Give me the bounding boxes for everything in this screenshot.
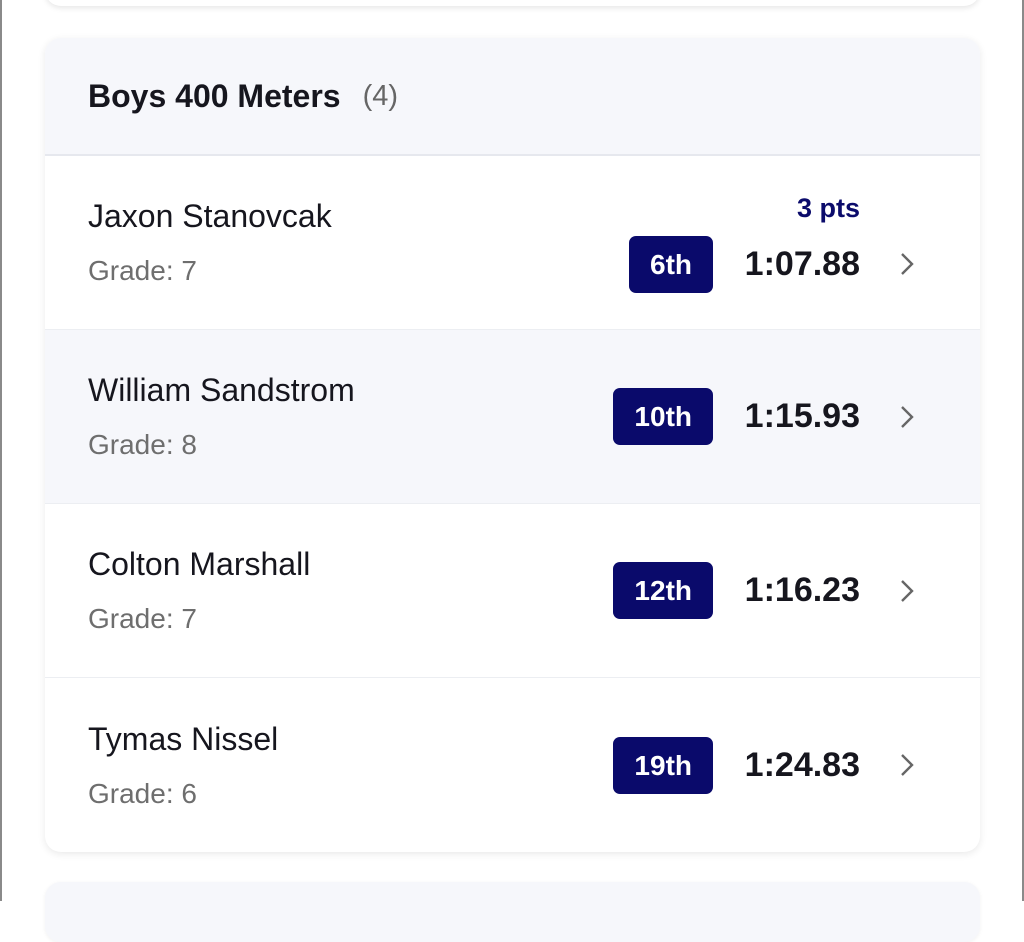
result-row[interactable]: Colton Marshall Grade: 7 12th 1:16.23 [45, 504, 980, 678]
points: 3 pts [796, 192, 860, 223]
athlete-grade: Grade: 7 [88, 255, 197, 286]
result-time: 1:07.88 [744, 244, 860, 283]
athlete-name: Tymas Nissel [88, 720, 279, 757]
chevron-right-icon [892, 752, 922, 778]
window-border-left [0, 0, 2, 901]
place-badge: 10th [613, 388, 713, 445]
chevron-right-icon [892, 251, 922, 277]
chevron-right-icon [892, 578, 922, 604]
result-count: (4) [362, 79, 399, 112]
athlete-name: William Sandstrom [88, 372, 355, 408]
result-row[interactable]: William Sandstrom Grade: 8 10th 1:15.93 [45, 330, 980, 504]
result-row[interactable]: Jaxon Stanovcak Grade: 7 3 pts 6th 1:07.… [45, 156, 980, 330]
next-event-card [45, 882, 980, 942]
athlete-grade: Grade: 7 [88, 603, 197, 634]
result-time: 1:15.93 [744, 397, 860, 435]
place-badge: 19th [613, 736, 713, 794]
chevron-right-icon [892, 404, 922, 430]
athlete-grade: Grade: 8 [88, 429, 197, 460]
window-border-right [1022, 0, 1024, 901]
event-header: Boys 400 Meters (4) [45, 38, 980, 156]
event-title: Boys 400 Meters [88, 77, 341, 114]
result-time: 1:16.23 [744, 571, 860, 609]
place-badge: 12th [613, 562, 713, 619]
place-badge: 6th [629, 235, 713, 293]
athlete-name: Jaxon Stanovcak [88, 198, 332, 234]
result-time: 1:24.83 [744, 745, 860, 784]
previous-event-card [45, 0, 980, 6]
result-row[interactable]: Tymas Nissel Grade: 6 19th 1:24.83 [45, 678, 980, 852]
athlete-grade: Grade: 6 [88, 777, 197, 809]
event-card: Boys 400 Meters (4) Jaxon Stanovcak Grad… [45, 38, 980, 852]
athlete-name: Colton Marshall [88, 546, 311, 582]
